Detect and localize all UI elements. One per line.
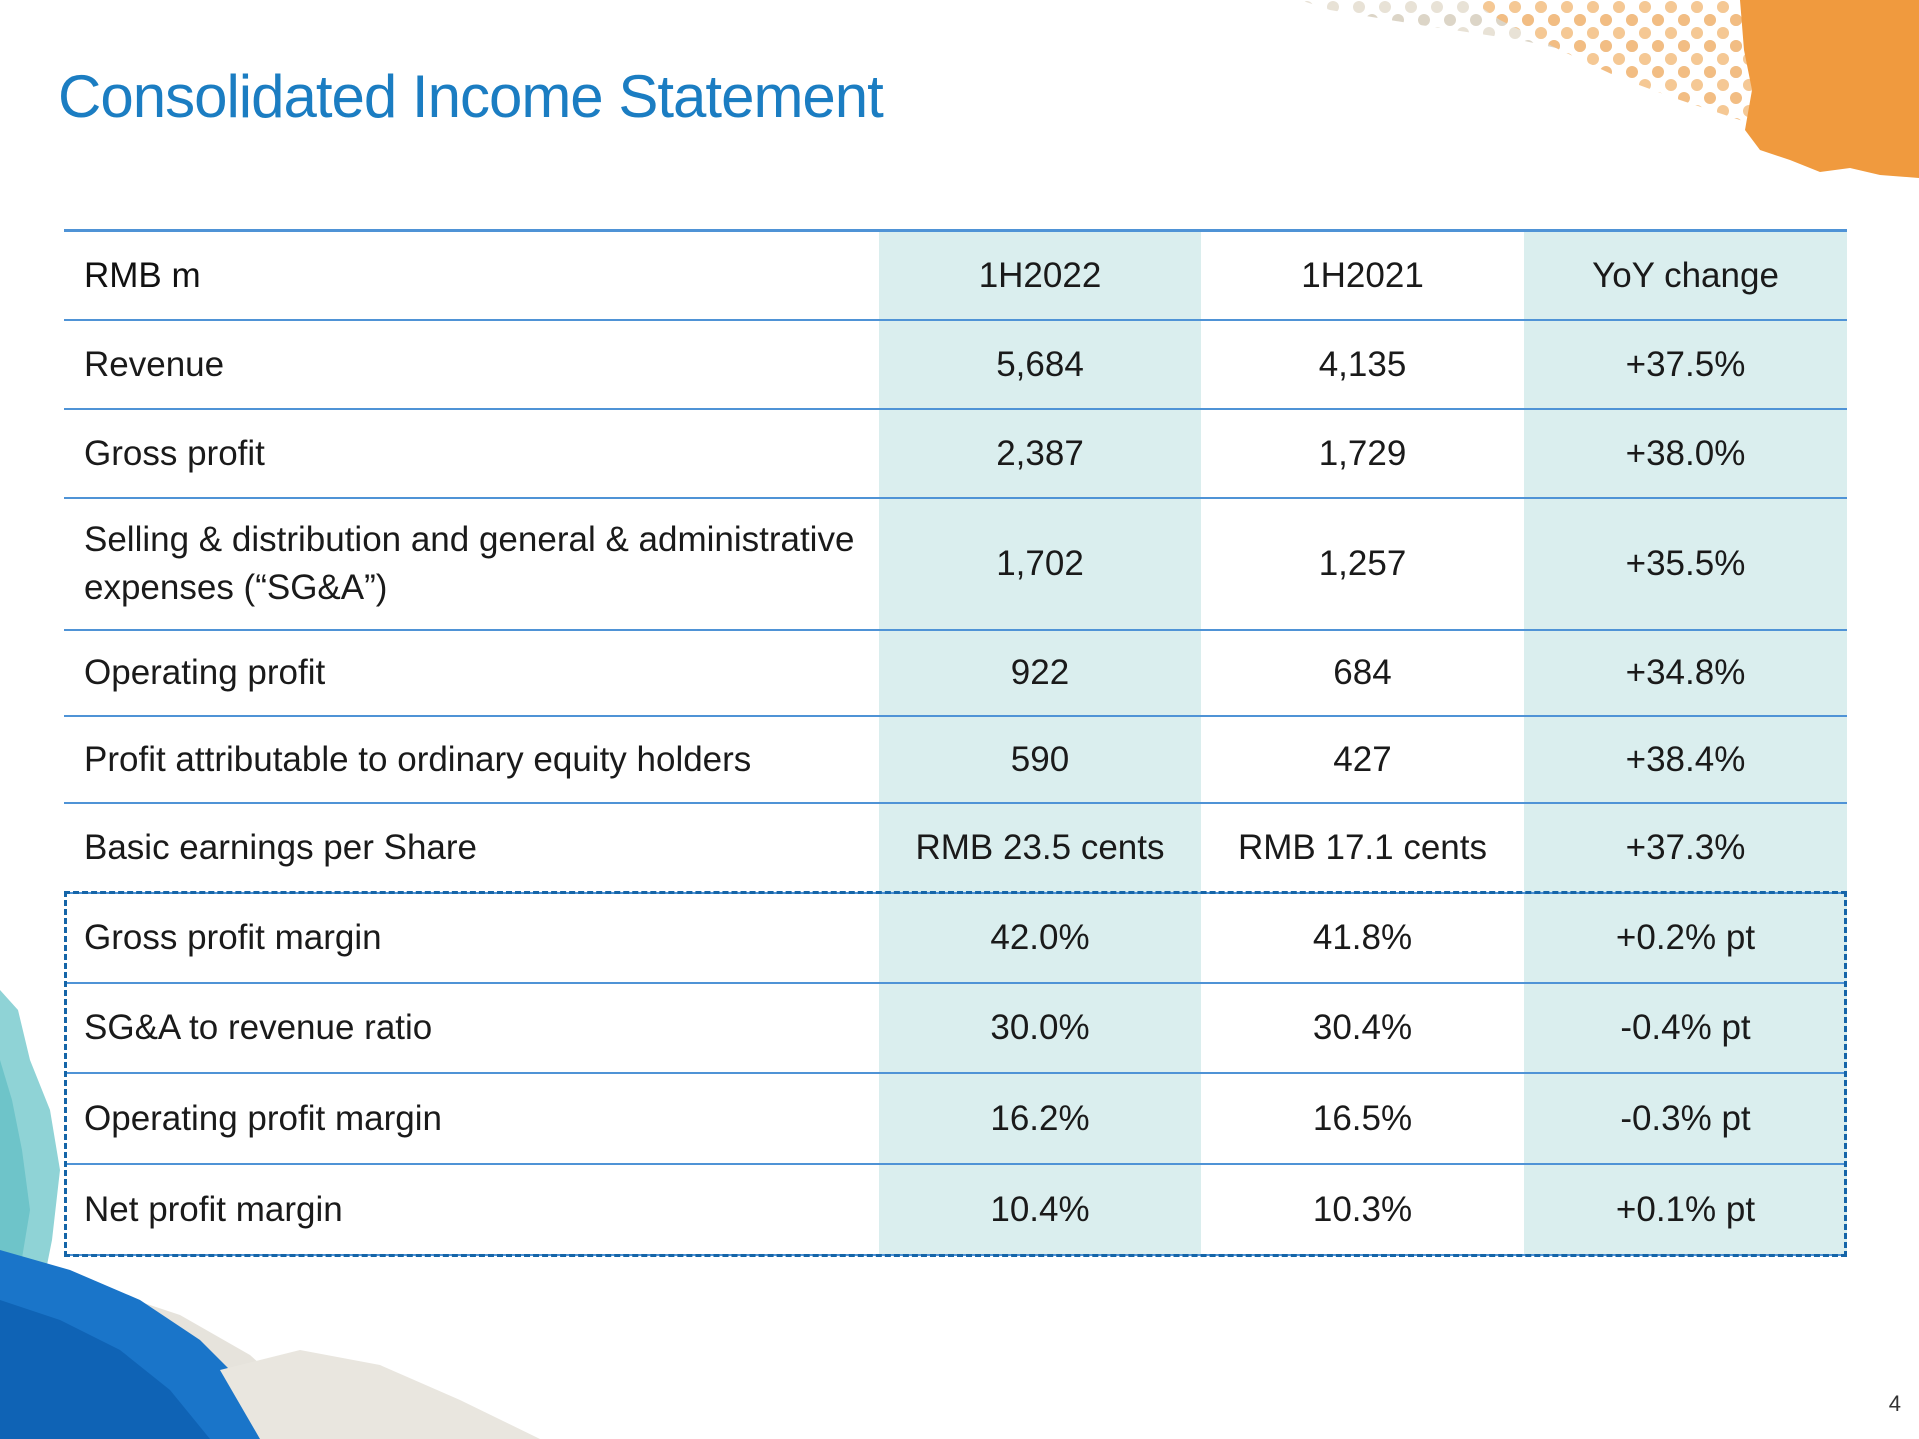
value-1h2022: 922 — [879, 630, 1201, 717]
table-row: Operating profit margin 16.2% 16.5% -0.3… — [64, 1073, 1847, 1165]
value-yoy: -0.3% pt — [1524, 1073, 1847, 1165]
table-row: Revenue 5,684 4,135 +37.5% — [64, 320, 1847, 410]
value-1h2021: 16.5% — [1201, 1073, 1524, 1165]
row-label: SG&A to revenue ratio — [64, 983, 879, 1074]
value-1h2022: 16.2% — [879, 1073, 1201, 1165]
row-label: Basic earnings per Share — [64, 803, 879, 894]
header-unit: RMB m — [64, 229, 879, 321]
row-label: Profit attributable to ordinary equity h… — [64, 716, 879, 804]
value-1h2021: 30.4% — [1201, 983, 1524, 1074]
table-row: Net profit margin 10.4% 10.3% +0.1% pt — [64, 1164, 1847, 1256]
header-1h2021: 1H2021 — [1201, 229, 1524, 321]
table-row: Gross profit 2,387 1,729 +38.0% — [64, 409, 1847, 499]
value-yoy: +37.5% — [1524, 320, 1847, 410]
row-label: Selling & distribution and general & adm… — [64, 498, 879, 631]
value-1h2022: 590 — [879, 716, 1201, 804]
value-1h2021: 1,729 — [1201, 409, 1524, 499]
row-label: Gross profit margin — [64, 893, 879, 984]
value-yoy: +38.0% — [1524, 409, 1847, 499]
page-number: 4 — [1888, 1391, 1901, 1416]
table-header-row: RMB m 1H2022 1H2021 YoY change — [64, 229, 1847, 321]
value-1h2022: 10.4% — [879, 1164, 1201, 1256]
row-label: Operating profit — [64, 630, 879, 717]
value-yoy: +38.4% — [1524, 716, 1847, 804]
value-yoy: +37.3% — [1524, 803, 1847, 894]
value-1h2022: 1,702 — [879, 498, 1201, 631]
table-row: Selling & distribution and general & adm… — [64, 498, 1847, 631]
value-1h2021: 684 — [1201, 630, 1524, 717]
value-1h2021: 1,257 — [1201, 498, 1524, 631]
value-1h2022: 42.0% — [879, 893, 1201, 984]
value-1h2021: 41.8% — [1201, 893, 1524, 984]
header-1h2022: 1H2022 — [879, 229, 1201, 321]
table-row: Operating profit 922 684 +34.8% — [64, 630, 1847, 717]
bottom-left-paint-decoration — [0, 990, 540, 1439]
value-yoy: +35.5% — [1524, 498, 1847, 631]
value-1h2022: 5,684 — [879, 320, 1201, 410]
income-statement-table: RMB m 1H2022 1H2021 YoY change Revenue 5… — [64, 229, 1847, 1256]
value-1h2022: 30.0% — [879, 983, 1201, 1074]
row-label: Operating profit margin — [64, 1073, 879, 1165]
table-row: Profit attributable to ordinary equity h… — [64, 716, 1847, 804]
row-label: Gross profit — [64, 409, 879, 499]
table-row: Gross profit margin 42.0% 41.8% +0.2% pt — [64, 893, 1847, 984]
value-1h2021: 4,135 — [1201, 320, 1524, 410]
header-yoy-change: YoY change — [1524, 229, 1847, 321]
slide-title: Consolidated Income Statement — [58, 63, 884, 130]
value-1h2021: 10.3% — [1201, 1164, 1524, 1256]
table-row: SG&A to revenue ratio 30.0% 30.4% -0.4% … — [64, 983, 1847, 1074]
value-yoy: +0.2% pt — [1524, 893, 1847, 984]
value-yoy: +0.1% pt — [1524, 1164, 1847, 1256]
value-yoy: +34.8% — [1524, 630, 1847, 717]
value-1h2022: 2,387 — [879, 409, 1201, 499]
value-1h2022: RMB 23.5 cents — [879, 803, 1201, 894]
value-yoy: -0.4% pt — [1524, 983, 1847, 1074]
row-label: Net profit margin — [64, 1164, 879, 1256]
row-label: Revenue — [64, 320, 879, 410]
value-1h2021: RMB 17.1 cents — [1201, 803, 1524, 894]
top-right-paint-decoration — [1300, 0, 1919, 178]
table-row: Basic earnings per Share RMB 23.5 cents … — [64, 803, 1847, 894]
value-1h2021: 427 — [1201, 716, 1524, 804]
